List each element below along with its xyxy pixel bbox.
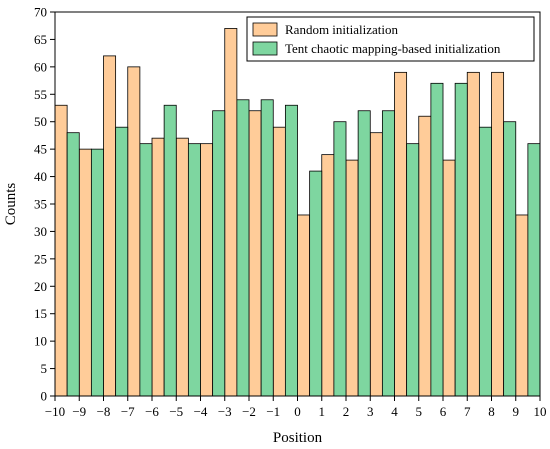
bar-random-10 [297,214,311,397]
bar-tent-19 [527,143,541,397]
legend-label-tent: Tent chaotic mapping-based initializatio… [285,41,501,56]
bar-random-16 [442,159,456,397]
y-tick-label: 0 [41,389,48,404]
bar-random-6 [200,143,214,397]
bar-tent-12 [357,110,371,397]
y-tick-label: 50 [34,114,47,129]
bar-tent-5 [187,143,201,397]
x-tick-label: 4 [391,404,398,419]
bar-tent-2 [115,126,129,397]
legend-box [246,16,535,62]
x-tick-label: 8 [488,404,495,419]
x-tick-label: −9 [72,404,86,419]
x-tick-label: −4 [194,404,208,419]
bar-tent-14 [406,143,420,397]
bar-random-8 [248,110,262,397]
legend-swatch-random [252,22,278,37]
y-tick-label: 45 [34,142,47,157]
x-tick-label: 5 [416,404,423,419]
x-tick-label: −8 [97,404,111,419]
legend-swatch-tent [252,41,278,56]
bar-random-2 [103,55,117,397]
bar-random-0 [54,104,68,397]
bar-random-7 [224,28,238,397]
x-tick-label: −10 [45,404,65,419]
x-tick-label: 3 [367,404,374,419]
bar-tent-11 [333,121,347,397]
bar-tent-3 [139,143,153,397]
bar-random-14 [394,71,408,397]
bar-tent-16 [454,82,468,397]
y-tick-label: 55 [34,87,47,102]
bar-tent-18 [503,121,517,397]
bar-tent-9 [284,104,298,397]
x-tick-label: −5 [169,404,183,419]
y-tick-label: 35 [34,197,47,212]
bar-tent-6 [212,110,226,397]
y-tick-label: 25 [34,251,47,266]
x-tick-label: −7 [121,404,135,419]
y-tick-label: 30 [34,224,47,239]
y-tick-label: 65 [34,32,47,47]
bar-random-3 [127,66,141,397]
bars-group [54,28,541,397]
x-tick-label: 9 [513,404,520,419]
x-tick-label: 6 [440,404,447,419]
bar-random-5 [175,137,189,397]
y-tick-label: 20 [34,279,47,294]
bar-random-4 [151,137,165,397]
bar-random-17 [466,71,480,397]
x-tick-label: 2 [343,404,350,419]
y-tick-label: 10 [34,334,47,349]
x-tick-label: −1 [266,404,280,419]
x-axis-title: Position [273,430,323,446]
bar-tent-4 [163,104,177,397]
x-tick-label: −3 [218,404,232,419]
bar-random-15 [418,115,432,397]
bar-random-12 [345,159,359,397]
bar-tent-7 [236,99,250,397]
bar-tent-8 [260,99,274,397]
bar-tent-10 [309,170,323,397]
legend-label-random: Random initialization [285,22,399,37]
y-tick-label: 5 [41,361,48,376]
y-tick-label: 15 [34,306,47,321]
x-tick-label: 0 [294,404,301,419]
y-tick-label: 40 [34,169,47,184]
bar-random-11 [321,154,335,397]
bar-tent-15 [430,82,444,397]
bar-random-13 [369,132,383,397]
y-tick-label: 70 [34,5,47,20]
y-tick-label: 60 [34,59,47,74]
bar-random-1 [78,148,92,397]
x-tick-label: −2 [242,404,256,419]
x-tick-label: 7 [464,404,471,419]
bar-random-19 [515,214,529,397]
legend: Random initialization Tent chaotic mappi… [246,16,535,62]
bar-tent-13 [381,110,395,397]
bar-tent-1 [90,148,104,397]
bar-random-18 [491,71,505,397]
x-tick-label: 10 [534,404,547,419]
x-tick-label: −6 [145,404,159,419]
y-axis-title: Counts [3,183,19,226]
bar-tent-0 [66,132,80,397]
x-tick-label: 1 [319,404,326,419]
bar-random-9 [272,126,286,397]
bar-tent-17 [478,126,492,397]
